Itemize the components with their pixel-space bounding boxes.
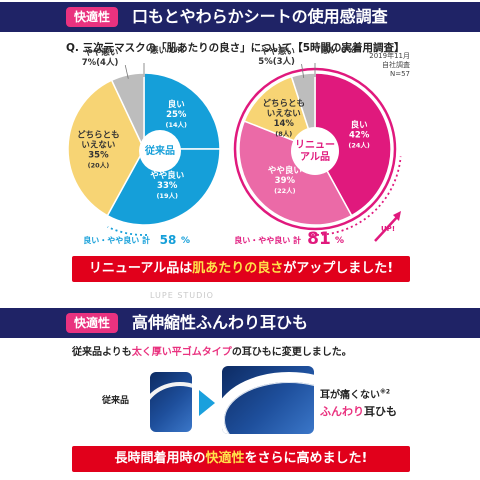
slice-label-2: 14% — [274, 119, 295, 129]
slice-label-3: やや悪い — [84, 47, 118, 58]
desc-highlight: 太く厚い平ゴムタイプ — [131, 347, 232, 358]
center-label: 従来品 — [144, 144, 175, 157]
survey-n: N=57 — [389, 70, 410, 78]
slice-label-1: 39% — [275, 176, 296, 186]
slice-label-3: やや悪い — [261, 46, 295, 57]
leader-line — [124, 64, 129, 79]
center-label-bg — [139, 130, 181, 172]
summary-value: 81 — [307, 229, 331, 249]
watermark: LUPE STUDIO — [150, 291, 214, 300]
result-banner: リニューアル品は肌あたりの良さがアップしました! — [72, 256, 410, 282]
conventional-label: 従来品 — [102, 396, 130, 406]
slice-label-2: (8人) — [275, 129, 292, 138]
survey-date: 2019年11月 — [369, 52, 410, 60]
section-banner-ear-loop: 快適性 高伸縮性ふんわり耳ひも — [0, 308, 480, 338]
slice-label-3: 7%(4人) — [82, 57, 119, 68]
center-label: リニュー — [295, 139, 335, 151]
slice-label-2: (20人) — [88, 161, 110, 170]
slice-label-0: 25% — [166, 110, 187, 120]
summary-value: 58 — [160, 233, 177, 247]
slice-label-0: 良い — [351, 120, 368, 131]
slice-label-2: いえない — [81, 141, 115, 151]
pie-slice-1 — [238, 120, 353, 226]
result-banner-post: がアップしました! — [283, 261, 394, 276]
ear-text-fluffy: ふんわり — [320, 405, 364, 418]
center-label-bg — [291, 127, 339, 175]
conventional-ear-loop-image — [150, 372, 192, 432]
pie-summaries: 良い・やや良い 計 58% 良い・やや良い 計 81 % UP! — [83, 156, 402, 249]
survey-note: 2019年11月 自社調査 N=57 — [369, 52, 410, 79]
up-label: UP! — [381, 225, 395, 233]
slice-label-4: 悪い 0% — [150, 45, 185, 56]
arrow-right-icon — [199, 390, 215, 416]
up-arrow — [374, 214, 400, 242]
comfort-tag: 快適性 — [66, 7, 119, 27]
bottom-banner-highlight: 快適性 — [205, 451, 245, 466]
pie-chart-renewal — [233, 67, 397, 231]
leader-line — [301, 63, 305, 78]
section-title-2: 高伸縮性ふんわり耳ひも — [132, 313, 309, 332]
thick-strap-icon — [222, 372, 314, 434]
slice-label-1: やや良い — [268, 165, 302, 176]
renewal-ear-loop-image — [222, 366, 314, 434]
ear-text-line1: 耳が痛くない※2 — [320, 386, 390, 401]
thin-strap-icon — [150, 382, 192, 432]
bottom-banner-post: をさらに高めました! — [244, 451, 368, 466]
slice-label-1: 33% — [157, 181, 178, 191]
slice-label-0: 良い — [168, 99, 185, 110]
ear-text-line2: ふんわり耳ひも — [320, 403, 397, 419]
section-banner-usage-survey: 快適性 口もとやわらかシートの使用感調査 — [0, 2, 480, 32]
survey-question: Q. 三次元マスクの「肌あたりの良さ」について【5時間の実着用調査】 — [66, 42, 405, 54]
slice-label-2: 35% — [88, 151, 109, 161]
slice-label-0: (14人) — [165, 120, 187, 129]
pie-slice-0 — [143, 72, 221, 150]
slice-label-1: (19人) — [156, 191, 178, 200]
summary-label: 良い・やや良い 計 — [83, 235, 150, 245]
summary-arc — [107, 226, 148, 236]
bottom-banner-pre: 長時間着用時の — [114, 451, 206, 466]
bottom-banner: 長時間着用時の快適性をさらに高めました! — [72, 446, 410, 472]
ear-text-no-pain: 耳が痛くない — [320, 390, 380, 401]
summary-label: 良い・やや良い 計 — [234, 235, 301, 245]
summary-arc — [311, 156, 402, 236]
ear-loop-description: 従来品よりも太く厚い平ゴムタイプの耳ひもに変更しました。 — [72, 343, 352, 358]
up-arrow-head — [393, 211, 401, 221]
slice-label-0: (24人) — [348, 141, 370, 150]
result-banner-pre: リニューアル品は — [88, 261, 193, 276]
slice-label-0: 42% — [349, 131, 370, 141]
pie-slice-0 — [314, 72, 392, 217]
pie-slice-1 — [106, 148, 221, 226]
desc-pre: 従来品よりも — [72, 347, 132, 358]
summary-unit: % — [181, 236, 190, 246]
slice-label-2: どちらとも — [263, 98, 306, 109]
slice-label-4: 悪い 0% — [321, 45, 356, 56]
summary-unit: % — [335, 236, 344, 246]
comfort-tag-2: 快適性 — [66, 313, 119, 333]
ear-text-loop: 耳ひも — [364, 405, 397, 418]
slice-label-3: 5%(3人) — [258, 56, 295, 67]
center-label: アル品 — [300, 151, 330, 163]
section-title: 口もとやわらかシートの使用感調査 — [132, 7, 388, 26]
survey-source: 自社調査 — [382, 61, 410, 69]
slice-label-2: どちらとも — [77, 130, 120, 141]
footnote-mark: ※2 — [380, 388, 391, 396]
slice-label-2: いえない — [267, 109, 301, 119]
desc-post: の耳ひもに変更しました。 — [231, 347, 352, 358]
result-banner-highlight: 肌あたりの良さ — [192, 261, 284, 276]
pie-slice-2 — [67, 79, 145, 217]
slice-label-1: やや良い — [150, 170, 184, 181]
slice-label-1: (22人) — [274, 186, 296, 195]
pie-chart-conventional — [67, 72, 221, 226]
